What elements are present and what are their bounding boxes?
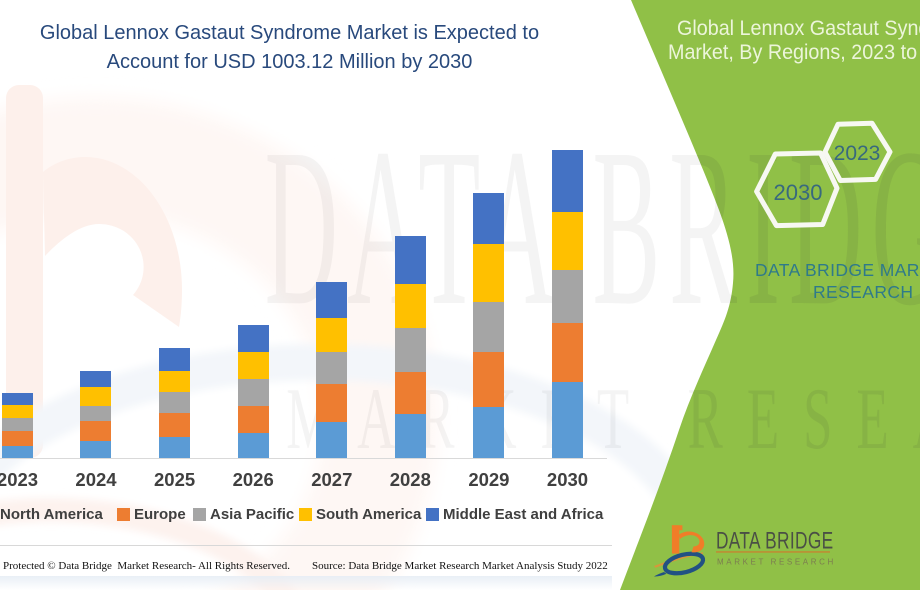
svg-text:MARKET RESEARCH: MARKET RESEARCH <box>286 369 920 467</box>
svg-text:DATA BRIDGE: DATA BRIDGE <box>716 528 834 554</box>
svg-text:MARKET RESEARCH: MARKET RESEARCH <box>717 558 836 567</box>
